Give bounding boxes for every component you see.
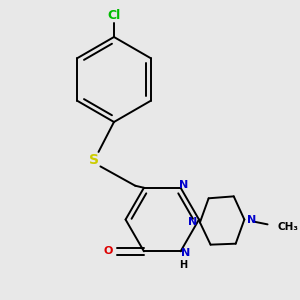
Text: N: N [181, 248, 190, 258]
Text: CH₃: CH₃ [277, 222, 298, 232]
Text: N: N [188, 218, 197, 227]
Text: N: N [248, 214, 257, 224]
Text: S: S [89, 153, 99, 167]
Text: Cl: Cl [107, 9, 121, 22]
Text: H: H [179, 260, 188, 270]
Text: N: N [179, 180, 188, 190]
Text: O: O [103, 246, 113, 256]
